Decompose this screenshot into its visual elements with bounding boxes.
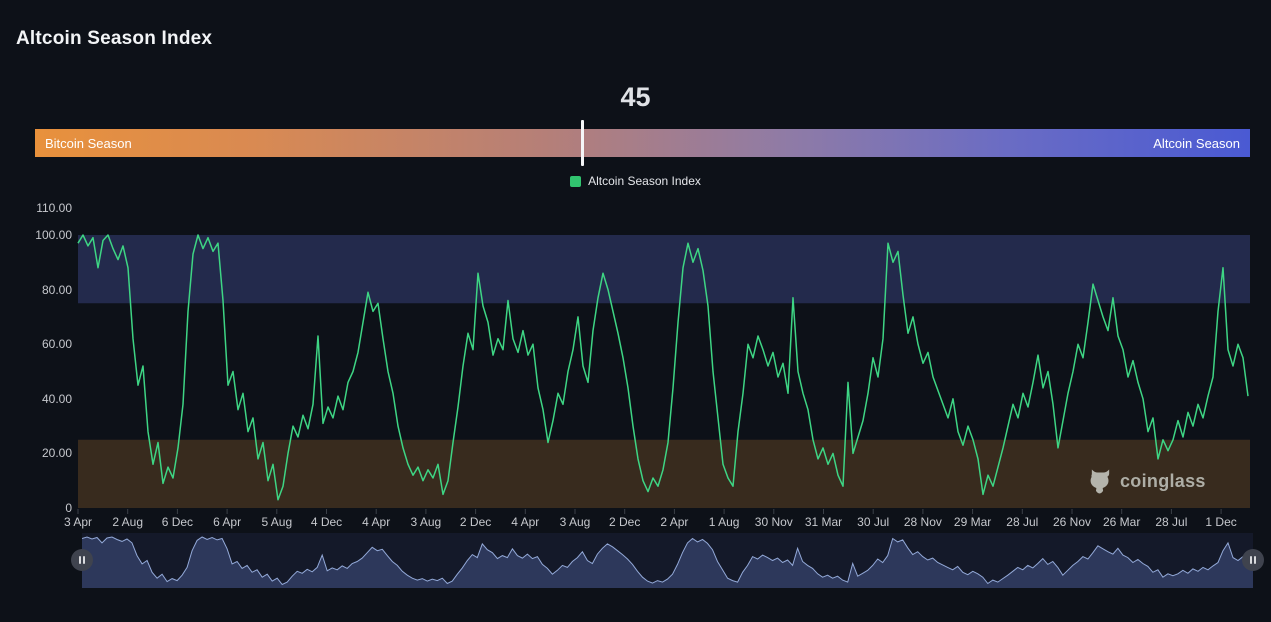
bitcoin-season-label: Bitcoin Season <box>45 135 132 151</box>
legend-swatch-icon <box>570 175 582 187</box>
gauge-marker <box>581 120 584 166</box>
gauge-value: 45 <box>620 82 651 112</box>
x-axis-label: 3 Apr <box>63 515 93 529</box>
x-axis-label: 28 Jul <box>1006 515 1039 529</box>
x-axis-label: 1 Dec <box>1205 515 1237 529</box>
coinglass-text: coinglass <box>1120 471 1206 491</box>
page-title: Altcoin Season Index <box>16 28 213 49</box>
x-axis-label: 4 Dec <box>310 515 343 529</box>
x-axis-label: 31 Mar <box>804 515 843 529</box>
navigator-area[interactable] <box>82 537 1253 588</box>
x-axis-label: 6 Dec <box>161 515 194 529</box>
x-axis-label: 3 Aug <box>559 515 591 529</box>
band-bitcoin-season-zone <box>78 439 1250 508</box>
x-axis-label: 30 Nov <box>754 515 793 529</box>
navigator-line <box>82 536 1253 586</box>
coinglass-logo: coinglass <box>1088 468 1206 495</box>
altcoin-season-label: Altcoin Season <box>1153 135 1240 151</box>
y-axis-label: 40.00 <box>41 391 72 406</box>
main-chart[interactable] <box>0 200 1271 522</box>
x-axis-label: 4 Apr <box>511 515 540 529</box>
gauge-bar: Bitcoin Season Altcoin Season <box>35 129 1250 157</box>
legend[interactable]: Altcoin Season Index <box>0 174 1271 188</box>
pause-icon <box>79 556 81 564</box>
bull-icon <box>1090 469 1110 494</box>
legend-label: Altcoin Season Index <box>588 174 701 188</box>
x-axis-label: 2 Apr <box>660 515 689 529</box>
y-axis-label: 20.00 <box>41 446 72 461</box>
x-axis-label: 28 Jul <box>1155 515 1188 529</box>
y-axis-label: 60.00 <box>41 337 72 352</box>
x-axis-label: 29 Mar <box>953 515 992 529</box>
x-axis-label: 2 Dec <box>459 515 492 529</box>
navigator[interactable] <box>82 533 1253 588</box>
y-axis-label: 80.00 <box>41 282 72 297</box>
x-axis-label: 4 Apr <box>362 515 391 529</box>
band-altcoin-season-zone <box>78 235 1250 304</box>
y-axis-label: 0 <box>65 501 72 515</box>
navigator-handle-right[interactable] <box>1242 549 1264 571</box>
x-axis-label: 26 Nov <box>1052 515 1092 529</box>
x-axis-label: 30 Jul <box>857 515 890 529</box>
x-axis-label: 1 Aug <box>708 515 740 529</box>
navigator-handle-left[interactable] <box>71 549 93 571</box>
x-axis-label: 2 Aug <box>112 515 144 529</box>
x-axis-label: 26 Mar <box>1103 515 1141 529</box>
pause-icon <box>1250 556 1252 564</box>
x-axis-label: 6 Apr <box>213 515 242 529</box>
x-axis-label: 5 Aug <box>261 515 293 529</box>
x-axis-label: 2 Dec <box>609 515 641 529</box>
y-axis-label: 110.00 <box>36 200 72 215</box>
series-line <box>77 234 1249 501</box>
x-axis-label: 3 Aug <box>410 515 442 529</box>
y-axis-label: 100.00 <box>35 228 72 242</box>
x-axis-label: 28 Nov <box>903 515 942 529</box>
